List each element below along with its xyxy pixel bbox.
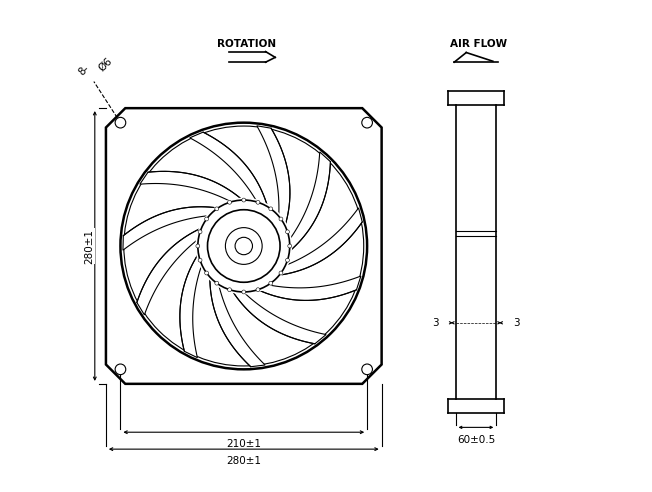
Circle shape	[226, 228, 262, 264]
Circle shape	[279, 271, 283, 275]
Circle shape	[235, 237, 252, 255]
Circle shape	[256, 200, 260, 204]
Circle shape	[228, 200, 231, 204]
Text: AIR FLOW: AIR FLOW	[450, 39, 507, 49]
Circle shape	[115, 118, 126, 128]
Polygon shape	[140, 171, 254, 211]
Text: 3: 3	[512, 318, 520, 328]
Text: 280±1: 280±1	[226, 457, 261, 466]
Text: Ø6: Ø6	[96, 55, 114, 73]
Polygon shape	[257, 126, 290, 241]
Circle shape	[196, 244, 200, 248]
Polygon shape	[210, 261, 265, 367]
Circle shape	[362, 364, 372, 374]
Circle shape	[269, 281, 273, 285]
Polygon shape	[180, 241, 208, 358]
Circle shape	[205, 271, 209, 275]
Circle shape	[256, 288, 260, 292]
Circle shape	[215, 281, 218, 285]
Circle shape	[286, 258, 289, 262]
Circle shape	[215, 207, 218, 211]
Polygon shape	[123, 207, 233, 250]
Circle shape	[196, 198, 292, 294]
Circle shape	[242, 198, 246, 202]
Circle shape	[286, 230, 289, 234]
Polygon shape	[190, 132, 271, 222]
Circle shape	[279, 217, 283, 221]
Polygon shape	[244, 276, 361, 301]
Text: 280±1: 280±1	[84, 228, 94, 264]
Polygon shape	[106, 108, 381, 384]
Polygon shape	[263, 208, 363, 277]
Polygon shape	[276, 152, 331, 261]
Circle shape	[228, 288, 231, 292]
Text: 8-: 8-	[77, 63, 91, 78]
Text: 60±0.5: 60±0.5	[457, 434, 495, 445]
Circle shape	[207, 210, 280, 282]
Polygon shape	[137, 222, 216, 315]
Text: 3: 3	[432, 318, 439, 328]
Circle shape	[269, 207, 273, 211]
Circle shape	[198, 230, 202, 234]
Circle shape	[205, 217, 209, 221]
Polygon shape	[224, 277, 326, 344]
Text: 210±1: 210±1	[226, 439, 261, 450]
Circle shape	[121, 123, 367, 369]
Text: ROTATION: ROTATION	[216, 39, 276, 49]
Circle shape	[288, 244, 291, 248]
Circle shape	[242, 290, 246, 294]
Circle shape	[362, 118, 372, 128]
Circle shape	[115, 364, 126, 374]
Circle shape	[198, 258, 202, 262]
Circle shape	[198, 200, 289, 292]
